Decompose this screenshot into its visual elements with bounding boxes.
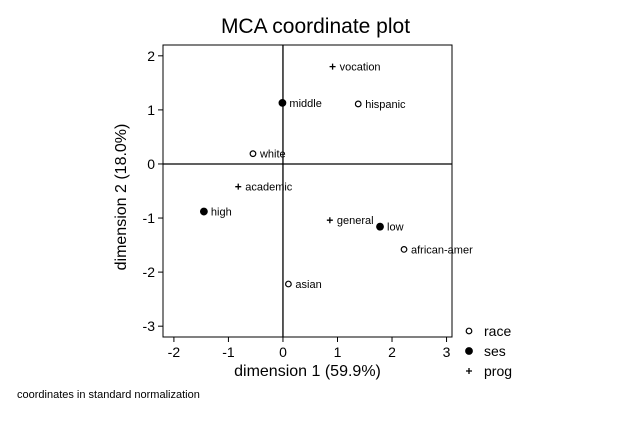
chart-title: MCA coordinate plot <box>221 15 410 38</box>
plot-area <box>162 44 453 338</box>
race-hispanic-label: hispanic <box>365 99 406 111</box>
ses-high-marker <box>199 207 208 216</box>
ses-middle-label: middle <box>289 98 321 110</box>
y-tick-label: 2 <box>147 48 155 64</box>
race-hispanic-marker <box>354 100 362 108</box>
y-tick-label: -2 <box>143 264 156 280</box>
x-tick-label: 3 <box>443 344 451 360</box>
legend-prog-label: prog <box>484 363 512 379</box>
prog-vocation-label: vocation <box>340 62 381 74</box>
prog-vocation-marker <box>329 63 336 70</box>
prog-academic-marker <box>235 183 242 190</box>
x-tick-label: -1 <box>222 344 235 360</box>
x-axis-label: dimension 1 (59.9%) <box>234 363 381 380</box>
legend-ses-label: ses <box>484 343 506 359</box>
x-tick-label: 2 <box>388 344 396 360</box>
race-asian-marker <box>285 280 292 288</box>
ses-low-marker <box>376 222 384 231</box>
x-tick-label: 0 <box>279 344 287 360</box>
normalization-note: coordinates in standard normalization <box>17 389 200 401</box>
race-african-amer-label: african-amer <box>411 244 473 256</box>
ses-high-label: high <box>211 207 232 219</box>
x-tick-label: 1 <box>334 344 342 360</box>
y-tick-label: -1 <box>143 210 156 226</box>
race-white-label: white <box>259 149 286 161</box>
y-tick-label: 0 <box>147 156 155 172</box>
race-white-marker <box>249 150 257 158</box>
legend-race-label: race <box>484 323 511 339</box>
prog-general-marker <box>326 217 333 224</box>
prog-general-label: general <box>337 215 374 227</box>
prog-academic-label: academic <box>245 182 293 194</box>
ses-low-label: low <box>387 222 404 234</box>
y-tick-label: 1 <box>147 102 155 118</box>
x-tick-label: -2 <box>168 344 181 360</box>
legend-prog-marker <box>466 368 472 374</box>
race-african-amer-marker <box>400 245 408 253</box>
race-asian-label: asian <box>295 279 321 291</box>
legend-ses-marker <box>465 347 473 355</box>
ses-middle-marker <box>278 98 287 107</box>
legend-race-marker <box>465 327 473 335</box>
y-axis-label: dimension 2 (18.0%) <box>113 124 130 271</box>
y-tick-label: -3 <box>143 318 156 334</box>
